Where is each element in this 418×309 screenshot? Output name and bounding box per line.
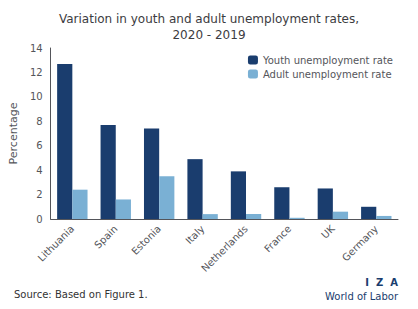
- svg-text:Youth unemployment rate: Youth unemployment rate: [262, 55, 393, 66]
- svg-text:14: 14: [30, 43, 43, 54]
- svg-text:Percentage: Percentage: [7, 102, 20, 164]
- svg-text:2020 - 2019: 2020 - 2019: [172, 28, 245, 42]
- svg-text:Netherlands: Netherlands: [199, 223, 250, 274]
- svg-text:8: 8: [36, 116, 42, 127]
- svg-text:I Z A: I Z A: [365, 277, 398, 288]
- svg-text:Germany: Germany: [340, 223, 380, 263]
- svg-text:4: 4: [36, 165, 42, 176]
- svg-text:Estonia: Estonia: [129, 223, 163, 257]
- svg-text:Adult unemployment rate: Adult unemployment rate: [263, 69, 392, 80]
- svg-text:6: 6: [36, 140, 42, 151]
- svg-text:UK: UK: [319, 223, 337, 241]
- svg-text:0: 0: [36, 214, 42, 225]
- svg-text:Spain: Spain: [92, 223, 120, 251]
- svg-text:Lithuania: Lithuania: [36, 223, 76, 263]
- svg-text:Italy: Italy: [183, 223, 206, 246]
- svg-text:World of Labor: World of Labor: [325, 291, 399, 302]
- svg-text:Variation in youth and adult u: Variation in youth and adult unemploymen…: [59, 12, 359, 26]
- svg-text:10: 10: [30, 91, 43, 102]
- svg-text:Source: Based on Figure 1.: Source: Based on Figure 1.: [14, 289, 148, 300]
- svg-text:12: 12: [30, 67, 43, 78]
- svg-text:2: 2: [36, 189, 42, 200]
- svg-text:France: France: [262, 223, 293, 254]
